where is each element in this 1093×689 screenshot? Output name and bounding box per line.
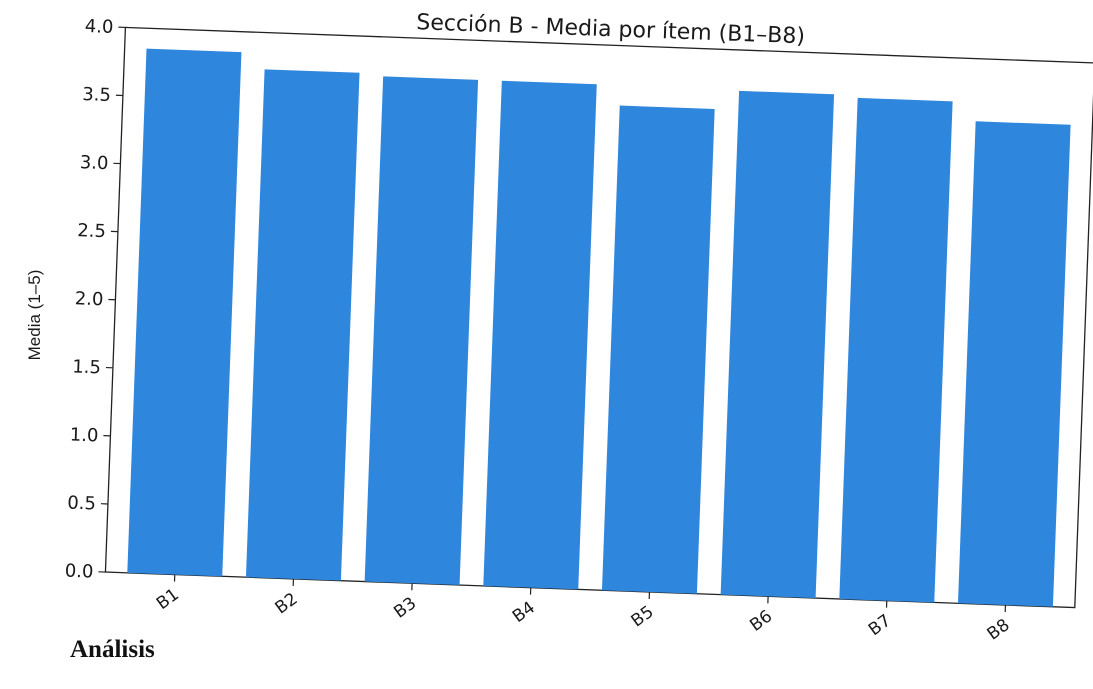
y-tick-label: 1.5 [72,356,101,378]
y-tick-label: 3.5 [82,84,111,106]
y-tick-label: 3.0 [79,152,108,174]
x-tick-label-b6: B6 [746,606,776,635]
x-tick-label-b4: B4 [509,598,539,627]
bar-b3 [364,76,479,586]
y-tick-label: 1.0 [69,424,98,446]
y-tick-label: 0.5 [67,492,96,514]
y-tick-label: 4.0 [84,16,113,38]
bar-b1 [127,48,242,577]
bar-b5 [601,105,715,594]
bar-b7 [839,97,953,603]
y-tick-label: 2.0 [74,288,103,310]
bars-group [127,48,1071,607]
x-tick-label-b2: B2 [272,589,302,618]
y-tick-label: 2.5 [77,220,106,242]
bar-b4 [483,80,597,590]
bar-b8 [957,121,1071,607]
bar-b2 [245,69,360,581]
x-tick-label-b3: B3 [390,593,420,622]
x-tick-label-b1: B1 [153,585,183,614]
section-heading: Análisis [70,636,155,663]
y-axis-ticks: 0.0 0.5 1.0 1.5 2.0 2.5 3.0 3.5 4.0 [64,16,126,583]
x-tick-label-b8: B8 [984,615,1014,644]
y-axis-label: Media (1–5) [25,270,44,361]
chart-title: Sección B - Media por ítem (B1–B8) [416,10,805,49]
bar-b6 [720,90,835,599]
y-tick-label: 0.0 [64,561,93,583]
x-tick-label-b5: B5 [628,602,658,631]
x-tick-label-b7: B7 [865,611,895,640]
